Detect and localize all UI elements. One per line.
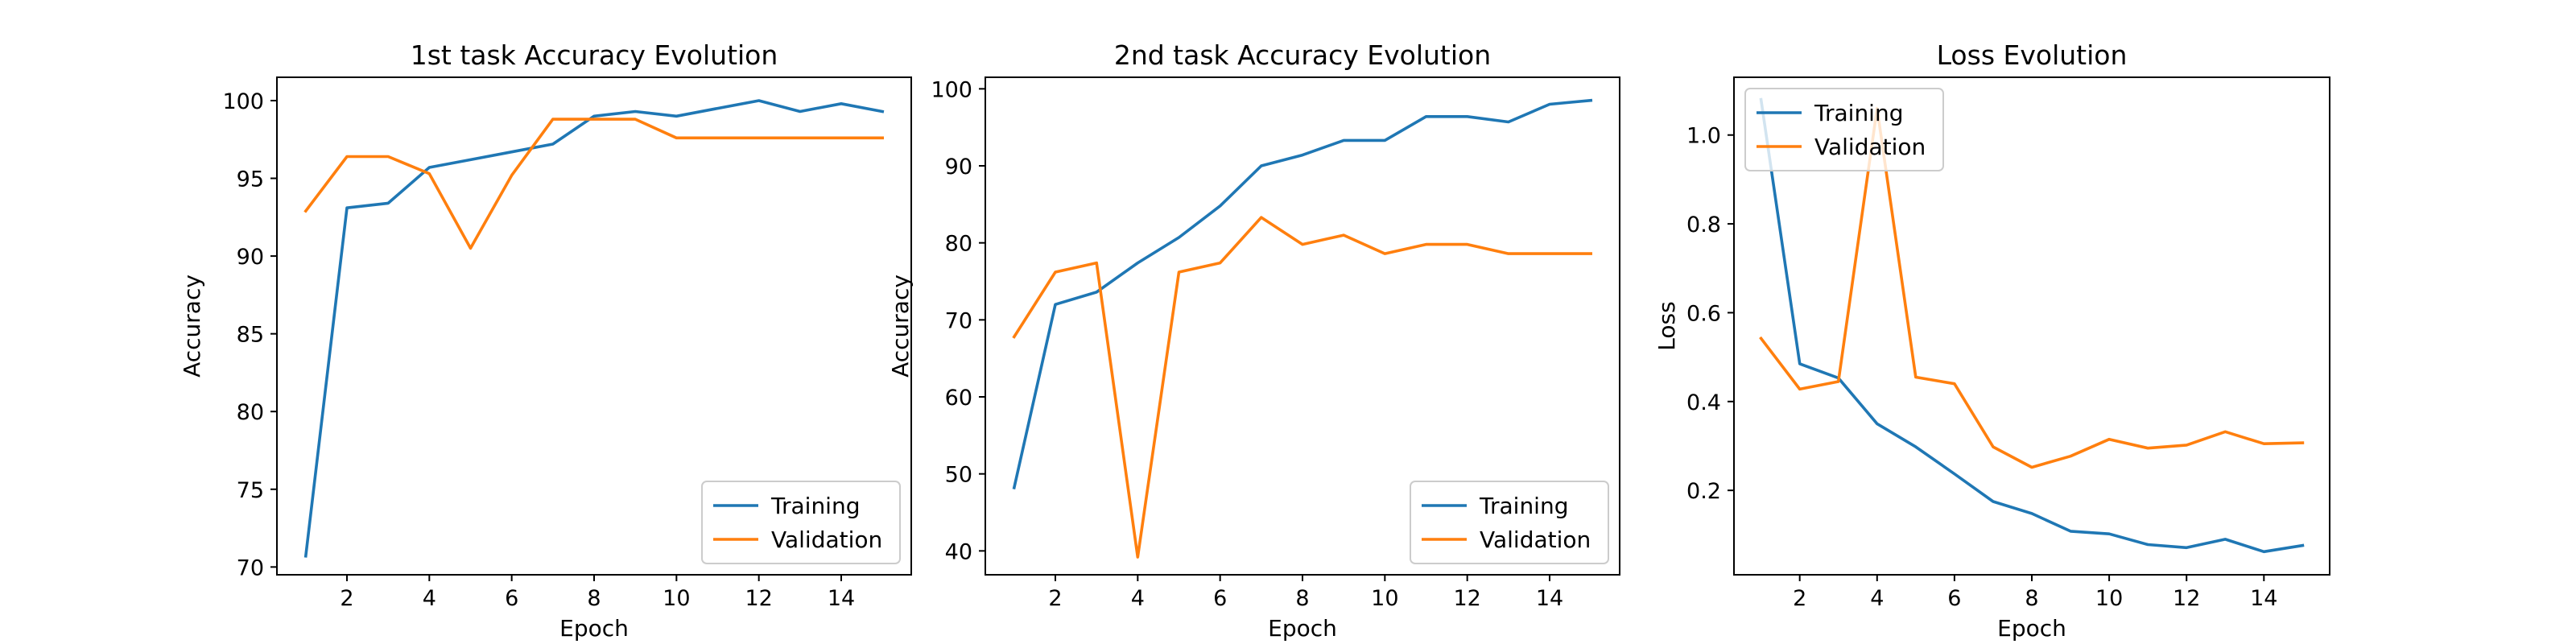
y-tick-label: 75: [237, 478, 264, 503]
y-tick-label: 95: [237, 167, 264, 192]
x-axis-label: Epoch: [1268, 615, 1337, 642]
y-tick-label: 0.2: [1686, 479, 1721, 504]
y-axis-label: Accuracy: [179, 275, 205, 378]
legend-label-training: Training: [1479, 493, 1568, 519]
y-tick-label: 40: [945, 539, 972, 564]
x-tick-label: 4: [423, 586, 436, 611]
legend: Training Validation: [701, 481, 901, 564]
y-axis-label: Accuracy: [887, 275, 914, 378]
y-tick-label: 0.6: [1686, 301, 1721, 326]
y-tick-label: 0.4: [1686, 390, 1721, 415]
x-tick-label: 6: [1213, 586, 1227, 611]
y-tick-label: 70: [945, 308, 972, 333]
legend-label-training: Training: [770, 493, 860, 519]
y-tick-label: 90: [237, 245, 264, 270]
plot-frame: [276, 76, 912, 576]
y-tick-label: 50: [945, 463, 972, 488]
plot-frame: [985, 76, 1620, 576]
chart-title: 1st task Accuracy Evolution: [411, 39, 778, 71]
x-tick-label: 14: [828, 586, 855, 611]
x-tick-label: 8: [587, 586, 601, 611]
legend-box: [1410, 481, 1609, 564]
legend-box: [701, 481, 901, 564]
y-tick-label: 0.8: [1686, 213, 1721, 237]
series-line-training: [1012, 98, 1593, 490]
y-tick-label: 100: [222, 89, 264, 114]
y-tick-label: 70: [237, 555, 264, 580]
chart-panel-3: Loss Evolution 2 4 6 8 10 12 14 0.2 0.4 0.6 0.8 1.0 E…: [1653, 39, 2330, 642]
y-axis-label: Loss: [1653, 301, 1680, 350]
chart-panel-1: 1st task Accuracy Evolution 2 4 6 8 10 12 14 70 7…: [179, 39, 912, 642]
series-line-validation: [1759, 106, 2305, 469]
y-tick-label: 100: [931, 77, 972, 102]
y-tick-label: 90: [945, 155, 972, 180]
x-tick-label: 8: [1295, 586, 1309, 611]
x-tick-label: 12: [745, 586, 772, 611]
y-tick-label: 80: [945, 232, 972, 257]
chart-panel-2: 2nd task Accuracy Evolution 2 4 6 8 10 12 14 40 5…: [887, 39, 1620, 642]
legend: Training Validation: [1410, 481, 1609, 564]
legend-label-validation: Validation: [1480, 526, 1591, 553]
x-tick-label: 6: [1947, 586, 1961, 611]
x-tick-label: 10: [1371, 586, 1398, 611]
legend-label-validation: Validation: [771, 526, 882, 553]
series-line-validation: [303, 118, 884, 250]
x-tick-label: 10: [663, 586, 690, 611]
x-tick-label: 14: [2250, 586, 2277, 611]
series-line-training: [303, 99, 885, 558]
legend-label-training: Training: [1814, 100, 1903, 126]
x-tick-label: 14: [1536, 586, 1563, 611]
plot-frame: [1733, 76, 2330, 576]
legend-box: [1744, 88, 1944, 171]
chart-title: 2nd task Accuracy Evolution: [1114, 39, 1491, 71]
y-tick-label: 60: [945, 386, 972, 411]
x-tick-label: 2: [340, 586, 353, 611]
y-tick-label: 80: [237, 400, 264, 425]
x-tick-label: 2: [1793, 586, 1806, 611]
x-axis-label: Epoch: [559, 615, 629, 642]
series-line-training: [1759, 97, 2305, 554]
x-tick-label: 8: [2025, 586, 2038, 611]
y-tick-label: 1.0: [1686, 124, 1721, 149]
x-tick-label: 4: [1870, 586, 1884, 611]
chart-title: Loss Evolution: [1937, 39, 2128, 71]
x-tick-label: 12: [2173, 586, 2200, 611]
x-tick-label: 4: [1131, 586, 1145, 611]
y-tick-label: 85: [237, 323, 264, 348]
x-tick-label: 6: [505, 586, 518, 611]
legend-label-validation: Validation: [1814, 134, 1926, 160]
series-line-validation: [1012, 216, 1592, 559]
x-tick-label: 10: [2095, 586, 2123, 611]
x-tick-label: 2: [1048, 586, 1062, 611]
legend: Training Validation: [1744, 88, 1944, 171]
x-axis-label: Epoch: [1997, 615, 2066, 642]
x-tick-label: 12: [1453, 586, 1480, 611]
